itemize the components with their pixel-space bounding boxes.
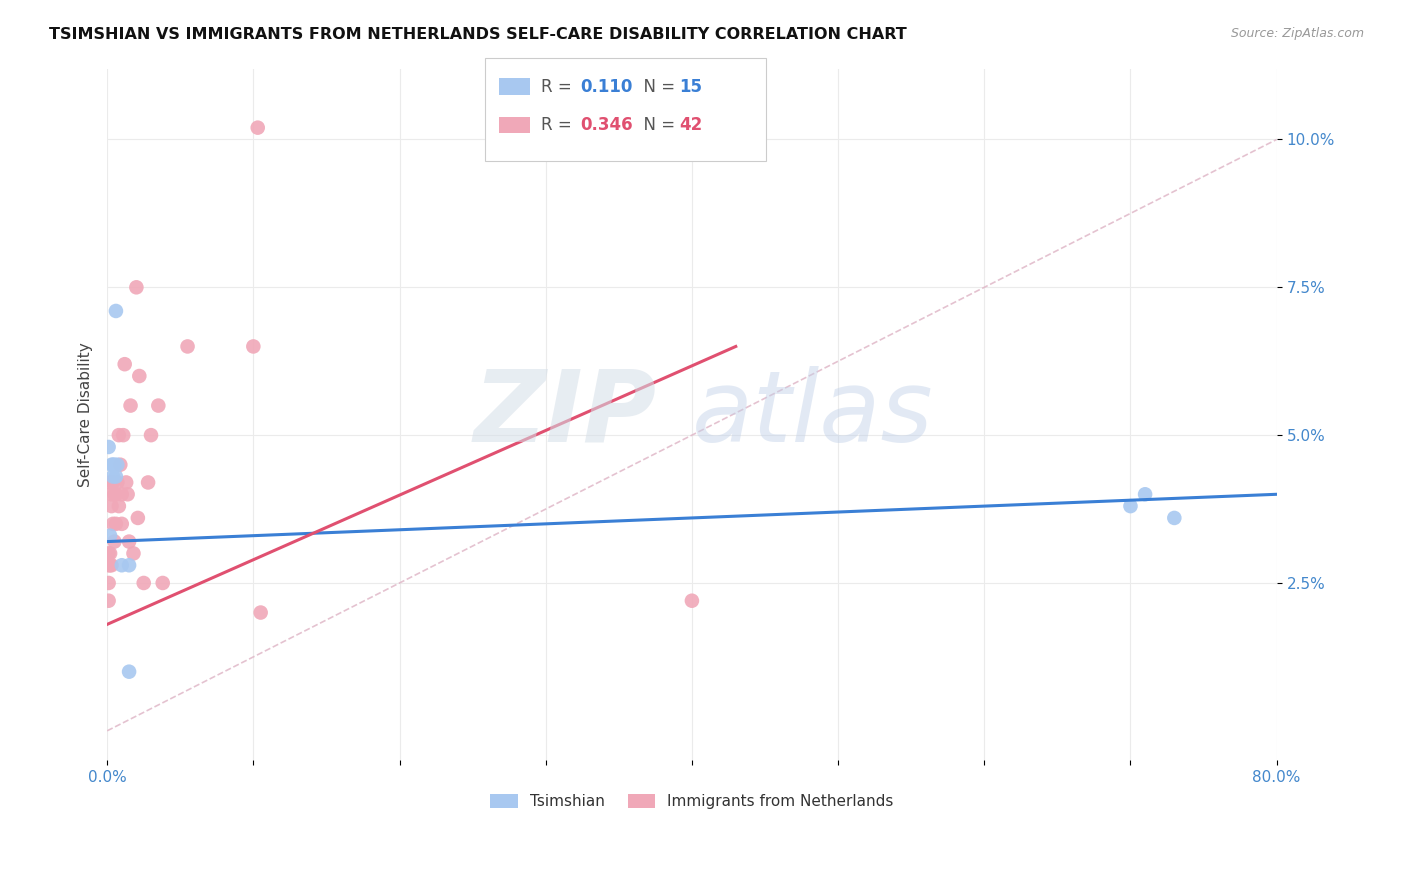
Point [98,475,121,490]
Point [108,499,131,513]
Point [125,280,148,294]
Point [115,475,138,490]
Point [104,516,127,531]
Point [97,440,120,454]
Point [139,428,162,442]
Point [98,558,121,573]
Point [98,546,121,560]
Point [101,458,124,472]
Point [1119,499,1142,513]
Point [118,665,141,679]
Point [1163,511,1185,525]
Point [242,339,264,353]
Point [246,120,269,135]
Text: 0.346: 0.346 [581,116,633,134]
Point [118,558,141,573]
Text: R =: R = [541,116,578,134]
Point [681,593,703,607]
Point [111,487,134,501]
Text: R =: R = [541,78,578,95]
Point [100,499,122,513]
Text: 42: 42 [679,116,703,134]
Point [103,487,125,501]
Point [111,558,134,573]
Point [101,475,124,490]
Point [132,576,155,591]
Text: TSIMSHIAN VS IMMIGRANTS FROM NETHERLANDS SELF-CARE DISABILITY CORRELATION CHART: TSIMSHIAN VS IMMIGRANTS FROM NETHERLANDS… [49,27,907,42]
Text: N =: N = [633,116,681,134]
Point [152,576,174,591]
Point [112,428,135,442]
Point [97,576,120,591]
Point [111,516,134,531]
Point [108,428,131,442]
Point [127,511,149,525]
Text: N =: N = [633,78,681,95]
Point [97,558,120,573]
Text: atlas: atlas [692,366,934,463]
Point [103,458,125,472]
Point [104,469,127,483]
Point [105,458,128,472]
Point [114,357,136,371]
Point [117,487,139,501]
Point [118,534,141,549]
Point [136,475,159,490]
Point [101,516,124,531]
Point [249,606,271,620]
Point [128,369,150,384]
Point [1133,487,1156,501]
Text: 0.110: 0.110 [581,78,633,95]
Text: Source: ZipAtlas.com: Source: ZipAtlas.com [1230,27,1364,40]
Y-axis label: Self-Care Disability: Self-Care Disability [79,342,93,487]
Point [148,399,170,413]
Point [122,546,145,560]
Point [104,487,127,501]
Point [103,534,125,549]
Point [120,399,142,413]
Point [104,304,127,318]
Text: ZIP: ZIP [474,366,657,463]
Point [101,469,124,483]
Point [100,458,122,472]
Point [176,339,198,353]
Legend: Tsimshian, Immigrants from Netherlands: Tsimshian, Immigrants from Netherlands [484,788,900,815]
Text: 15: 15 [679,78,702,95]
Point [97,546,120,560]
Point [100,487,122,501]
Point [98,529,121,543]
Point [100,558,122,573]
Point [97,593,120,607]
Point [110,458,132,472]
Point [105,475,128,490]
